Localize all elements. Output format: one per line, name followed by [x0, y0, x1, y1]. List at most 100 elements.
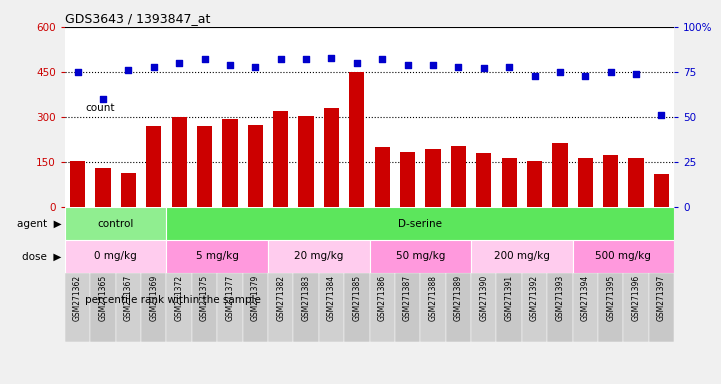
Point	[580, 73, 591, 79]
Text: GSM271395: GSM271395	[606, 275, 615, 321]
Bar	[522, 273, 547, 342]
Bar	[572, 240, 674, 273]
Text: D-serine: D-serine	[398, 218, 442, 229]
Text: GSM271372: GSM271372	[174, 275, 184, 321]
Bar	[654, 174, 669, 207]
Text: count: count	[85, 103, 115, 113]
Bar	[344, 273, 369, 342]
Bar	[369, 273, 395, 342]
Bar	[502, 158, 517, 207]
Text: GSM271396: GSM271396	[632, 275, 640, 321]
Text: GSM271389: GSM271389	[454, 275, 463, 321]
Bar	[497, 273, 522, 342]
Bar	[70, 161, 85, 207]
Text: GSM271375: GSM271375	[200, 275, 209, 321]
Bar	[65, 240, 167, 273]
Text: GSM271388: GSM271388	[428, 275, 438, 321]
Text: percentile rank within the sample: percentile rank within the sample	[85, 295, 261, 305]
Text: GSM271386: GSM271386	[378, 275, 386, 321]
Point	[503, 63, 515, 70]
Point	[376, 56, 388, 63]
Point	[453, 63, 464, 70]
Bar	[471, 273, 497, 342]
Bar	[547, 273, 572, 342]
Bar	[217, 273, 242, 342]
Point	[630, 71, 642, 77]
Bar	[192, 273, 217, 342]
Bar	[141, 273, 167, 342]
Text: GSM271383: GSM271383	[301, 275, 311, 321]
Point	[300, 56, 311, 63]
Bar	[268, 240, 370, 273]
Text: 5 mg/kg: 5 mg/kg	[196, 251, 239, 262]
Bar	[167, 207, 674, 240]
Bar	[471, 240, 572, 273]
Bar	[425, 149, 441, 207]
Text: GSM271365: GSM271365	[99, 275, 107, 321]
Text: control: control	[97, 218, 134, 229]
Text: GSM271392: GSM271392	[530, 275, 539, 321]
Bar	[369, 240, 471, 273]
Text: 500 mg/kg: 500 mg/kg	[596, 251, 651, 262]
Text: 20 mg/kg: 20 mg/kg	[294, 251, 343, 262]
Bar	[248, 125, 263, 207]
Point	[173, 60, 185, 66]
Text: dose  ▶: dose ▶	[22, 251, 61, 262]
Point	[123, 67, 134, 73]
Text: GSM271384: GSM271384	[327, 275, 336, 321]
Text: GSM271391: GSM271391	[505, 275, 513, 321]
Bar	[649, 273, 674, 342]
Point	[554, 69, 566, 75]
Text: GDS3643 / 1393847_at: GDS3643 / 1393847_at	[65, 12, 211, 25]
Bar	[115, 273, 141, 342]
Text: GSM271390: GSM271390	[479, 275, 488, 321]
Text: GSM271369: GSM271369	[149, 275, 158, 321]
Text: GSM271382: GSM271382	[276, 275, 286, 321]
Bar	[319, 273, 344, 342]
Bar	[451, 146, 466, 207]
Text: GSM271377: GSM271377	[226, 275, 234, 321]
Bar	[146, 126, 162, 207]
Text: 0 mg/kg: 0 mg/kg	[94, 251, 137, 262]
Bar	[400, 152, 415, 207]
Bar	[298, 116, 314, 207]
Bar	[624, 273, 649, 342]
Bar	[420, 273, 446, 342]
Bar	[95, 168, 110, 207]
Point	[199, 56, 211, 63]
Bar	[222, 119, 237, 207]
Point	[249, 63, 261, 70]
Text: 50 mg/kg: 50 mg/kg	[396, 251, 445, 262]
Point	[655, 112, 667, 118]
Bar	[273, 111, 288, 207]
Bar	[167, 240, 268, 273]
Text: GSM271387: GSM271387	[403, 275, 412, 321]
Point	[428, 62, 439, 68]
Bar	[65, 207, 167, 240]
Point	[402, 62, 413, 68]
Bar	[598, 273, 624, 342]
Bar	[120, 173, 136, 207]
Point	[351, 60, 363, 66]
Bar	[552, 143, 567, 207]
Point	[72, 69, 84, 75]
Bar	[446, 273, 471, 342]
Bar	[268, 273, 293, 342]
Bar	[375, 147, 390, 207]
Bar	[242, 273, 268, 342]
Point	[224, 62, 236, 68]
Text: GSM271362: GSM271362	[73, 275, 82, 321]
Bar	[629, 158, 644, 207]
Bar	[167, 273, 192, 342]
Bar	[572, 273, 598, 342]
Bar	[324, 108, 339, 207]
Bar	[293, 273, 319, 342]
Text: agent  ▶: agent ▶	[17, 218, 61, 229]
Point	[275, 56, 286, 63]
Text: GSM271393: GSM271393	[555, 275, 565, 321]
Point	[97, 96, 109, 102]
Bar	[349, 72, 364, 207]
Point	[326, 55, 337, 61]
Point	[528, 73, 540, 79]
Text: GSM271397: GSM271397	[657, 275, 666, 321]
